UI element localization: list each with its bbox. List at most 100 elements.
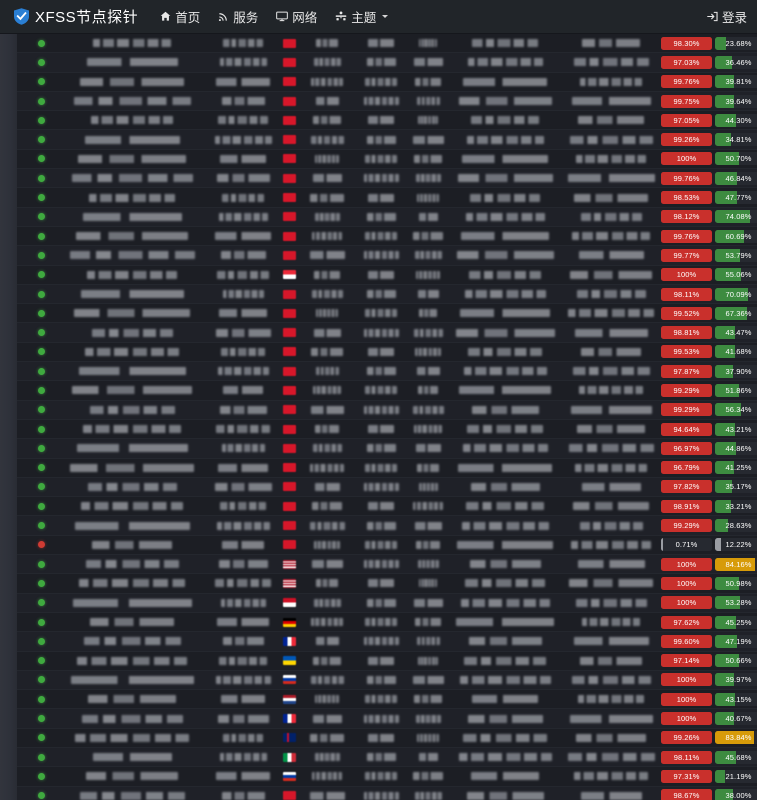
nav-item-theme[interactable]: 主题 xyxy=(335,7,389,26)
table-row[interactable]: 98.67%38.00%5.07% xyxy=(17,786,757,800)
status-cell xyxy=(23,78,59,86)
nav-item-service[interactable]: 服务 xyxy=(218,7,258,26)
node-traffic-cell xyxy=(561,97,661,106)
obscured-text xyxy=(85,560,179,569)
table-row[interactable]: 99.29%51.86%1.34% xyxy=(17,381,757,401)
table-row[interactable]: 99.77%53.79%1.02% xyxy=(17,246,757,266)
table-row[interactable]: 97.82%35.17%1.08% xyxy=(17,477,757,498)
nav-item-service-label: 服务 xyxy=(233,11,259,25)
obscured-text xyxy=(313,598,341,607)
node-type-cell xyxy=(205,270,281,279)
table-row[interactable]: 99.76%46.84%22.80% xyxy=(17,169,757,189)
obscured-text xyxy=(215,675,271,684)
obscured-text xyxy=(412,135,444,144)
table-row[interactable]: 98.53%47.77%21.07% xyxy=(17,188,757,208)
obscured-text xyxy=(368,193,394,202)
obscured-text xyxy=(76,444,188,453)
obscured-text xyxy=(365,232,397,241)
obscured-text xyxy=(415,174,441,183)
table-row[interactable]: 99.53%41.68%1.15% xyxy=(17,342,757,363)
node-type-cell xyxy=(205,154,281,163)
obscured-text xyxy=(368,425,394,434)
table-row[interactable]: 97.05%44.30%40.77% xyxy=(17,111,757,131)
table-row[interactable]: 99.52%67.36%1.64% xyxy=(17,304,757,324)
availability-cell: 96.79% xyxy=(661,461,715,475)
node-hardware-cell xyxy=(449,637,561,646)
table-row[interactable]: 97.87%37.90%2.23% xyxy=(17,362,757,382)
table-row[interactable]: 100%84.16%8.44% xyxy=(17,555,757,575)
load-badge: 45.68% xyxy=(715,750,757,764)
table-row[interactable]: 98.91%33.21%0.78% xyxy=(17,497,757,517)
obscured-text xyxy=(222,540,264,549)
obscured-text xyxy=(312,772,342,781)
node-type-cell xyxy=(205,791,281,800)
load-badge: 67.36% xyxy=(715,306,757,320)
table-row[interactable]: 98.11%70.09%2.67% xyxy=(17,284,757,305)
node-hardware-cell xyxy=(449,656,561,665)
load-badge: 50.66% xyxy=(715,654,757,668)
table-row[interactable]: 99.76%60.69%1.72% xyxy=(17,226,757,247)
table-row[interactable]: 96.97%44.86%1.22% xyxy=(17,439,757,459)
table-row[interactable]: 100%55.06%1.14% xyxy=(17,265,757,285)
table-row[interactable]: 99.26%83.84%12.65% xyxy=(17,728,757,748)
status-cell xyxy=(23,483,59,491)
obscured-text xyxy=(222,637,264,646)
table-row[interactable]: 0.71%12.22%67.96% xyxy=(17,535,757,556)
availability-badge: 99.75% xyxy=(661,94,712,108)
node-location-cell xyxy=(281,250,355,260)
obscured-text xyxy=(310,733,344,742)
node-cpu-cell xyxy=(407,193,449,202)
load-badge: 50.98% xyxy=(715,576,757,590)
table-row[interactable]: 97.03%36.46%33.11% xyxy=(17,53,757,73)
table-row[interactable]: 100%43.15%3.03% xyxy=(17,690,757,710)
status-cell xyxy=(23,309,59,317)
load-badge: 83.84% xyxy=(715,731,757,745)
nav-item-home[interactable]: 首页 xyxy=(160,7,200,26)
node-network-cell xyxy=(355,97,407,106)
availability-badge: 100% xyxy=(661,596,712,610)
table-row[interactable]: 99.29%28.63%16.53% xyxy=(17,516,757,536)
table-row[interactable]: 97.31%21.19%4.53% xyxy=(17,767,757,787)
obscured-text xyxy=(363,482,399,491)
table-row[interactable]: 97.14%50.66%7.61% xyxy=(17,651,757,671)
node-traffic-cell xyxy=(561,791,661,800)
table-row[interactable]: 100%53.28%8.59% xyxy=(17,593,757,613)
table-row[interactable]: 98.30%23.68%26.40% xyxy=(17,34,757,54)
brand[interactable]: XFSS节点探针 xyxy=(14,6,138,27)
node-hardware-cell xyxy=(449,425,561,434)
obscured-text xyxy=(311,618,343,627)
obscured-text xyxy=(368,733,394,742)
table-row[interactable]: 98.11%45.68%15.65% xyxy=(17,747,757,768)
table-row[interactable]: 94.64%43.21%1.61% xyxy=(17,419,757,440)
availability-badge: 100% xyxy=(661,692,712,706)
table-row[interactable]: 99.26%34.81%33.02% xyxy=(17,130,757,150)
nav-item-network[interactable]: 网络 xyxy=(276,7,317,26)
table-row[interactable]: 99.29%56.34%2.09% xyxy=(17,400,757,420)
load-cell: 45.25% xyxy=(715,615,757,629)
table-row[interactable]: 98.81%43.47%2.56% xyxy=(17,323,757,343)
table-row[interactable]: 100%39.97%2.66% xyxy=(17,670,757,691)
table-row[interactable]: 99.60%47.19%7.60% xyxy=(17,632,757,652)
node-type-cell xyxy=(205,39,281,48)
table-row[interactable]: 96.79%41.25%0.81% xyxy=(17,458,757,478)
login-button[interactable]: 登录 xyxy=(707,7,747,26)
table-row[interactable]: 97.62%45.25%3.04% xyxy=(17,612,757,633)
node-traffic-cell xyxy=(561,58,661,67)
obscured-text xyxy=(363,714,399,723)
table-row[interactable]: 98.12%74.08%22.80% xyxy=(17,207,757,227)
node-network-cell xyxy=(355,656,407,665)
obscured-text xyxy=(310,193,344,202)
table-row[interactable]: 100%50.70%25.57% xyxy=(17,149,757,170)
obscured-text xyxy=(311,77,343,86)
obscured-text xyxy=(368,347,394,356)
load-cell: 41.68% xyxy=(715,345,757,359)
node-hardware-cell xyxy=(449,695,561,704)
table-row[interactable]: 100%50.98%8.61% xyxy=(17,574,757,594)
table-row[interactable]: 99.75%39.64%31.90% xyxy=(17,91,757,112)
load-cell: 37.90% xyxy=(715,364,757,378)
table-row[interactable]: 99.76%39.81%20.19% xyxy=(17,72,757,92)
load-cell: 43.21% xyxy=(715,422,757,436)
status-up-icon xyxy=(37,174,45,182)
node-name-cell xyxy=(59,753,205,762)
table-row[interactable]: 100%40.67%2.91% xyxy=(17,709,757,729)
